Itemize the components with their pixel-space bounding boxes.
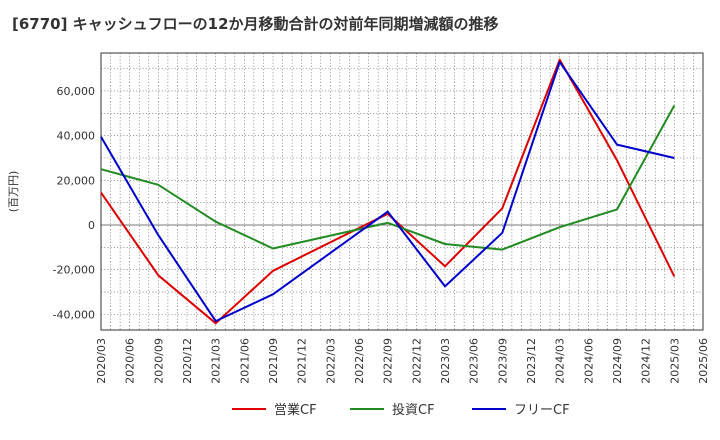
x-tick-label: 2022/03 bbox=[324, 338, 337, 384]
x-tick-label: 2021/12 bbox=[296, 338, 309, 384]
x-tick-label: 2024/06 bbox=[582, 338, 595, 384]
y-tick-label: 40,000 bbox=[57, 130, 96, 143]
x-tick-label: 2024/12 bbox=[640, 338, 653, 384]
y-tick-label: 20,000 bbox=[57, 174, 96, 187]
legend-label: フリーCF bbox=[514, 403, 570, 418]
plot-area bbox=[101, 53, 703, 330]
x-tick-label: 2020/09 bbox=[152, 338, 165, 384]
chart-title: [6770] キャッシュフローの12か月移動合計の対前年同期増減額の推移 bbox=[12, 15, 499, 33]
x-tick-label: 2024/09 bbox=[611, 338, 624, 384]
legend-label: 投資CF bbox=[392, 402, 435, 418]
x-tick-label: 2023/12 bbox=[525, 338, 538, 384]
y-tick-label: 60,000 bbox=[57, 85, 96, 98]
y-axis-label: (百万円) bbox=[7, 171, 20, 213]
x-tick-label: 2023/06 bbox=[468, 338, 481, 384]
x-tick-label: 2020/03 bbox=[95, 338, 108, 384]
series-line-1 bbox=[100, 105, 676, 251]
x-tick-label: 2022/12 bbox=[410, 338, 423, 384]
x-tick-label: 2020/06 bbox=[124, 338, 137, 384]
x-tick-label: 2020/12 bbox=[181, 338, 194, 384]
x-tick-label: 2022/09 bbox=[382, 338, 395, 384]
x-tick-label: 2021/06 bbox=[238, 338, 251, 384]
x-tick-label: 2025/06 bbox=[697, 338, 710, 384]
legend-label: 営業CF bbox=[274, 402, 317, 418]
plot-frame bbox=[100, 52, 704, 331]
y-tick-label: -20,000 bbox=[53, 264, 95, 277]
x-tick-label: 2021/09 bbox=[267, 338, 280, 384]
x-tick-label: 2025/03 bbox=[668, 338, 681, 384]
x-tick-label: 2024/03 bbox=[554, 338, 567, 384]
x-tick-label: 2023/09 bbox=[496, 338, 509, 384]
y-tick-label: -40,000 bbox=[53, 308, 95, 321]
y-tick-label: 0 bbox=[88, 219, 95, 232]
series-line-2 bbox=[100, 60, 675, 323]
x-tick-label: 2023/03 bbox=[439, 338, 452, 384]
x-tick-label: 2022/06 bbox=[353, 338, 366, 384]
series-line-0 bbox=[100, 58, 676, 325]
x-tick-label: 2021/03 bbox=[210, 338, 223, 384]
